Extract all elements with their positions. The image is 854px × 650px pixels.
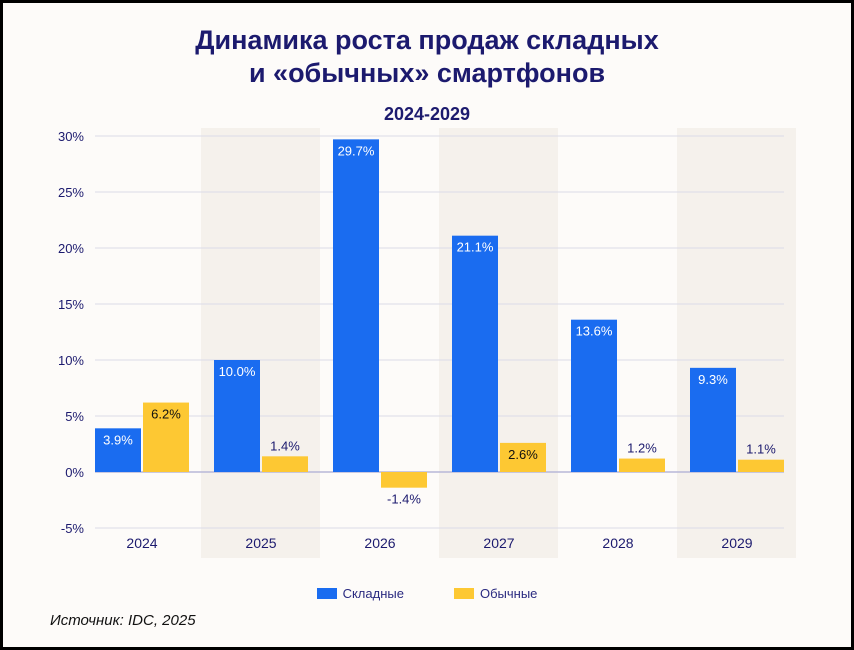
y-tick-label: 20%: [58, 241, 84, 256]
y-tick-label: 25%: [58, 185, 84, 200]
data-label: 6.2%: [151, 407, 181, 422]
y-tick-label: -5%: [61, 521, 85, 536]
bar-regular: [262, 456, 308, 472]
data-label: 1.1%: [746, 442, 776, 457]
data-label: 29.7%: [338, 143, 375, 158]
bar-foldable: [95, 428, 141, 472]
title-line-2: и «обычных» смартфонов: [248, 58, 606, 88]
data-label: 21.1%: [457, 240, 494, 255]
data-label: 1.2%: [627, 441, 657, 456]
data-label: 2.6%: [508, 447, 538, 462]
column-band: [201, 128, 320, 558]
legend-item-regular: Обычные: [453, 586, 538, 601]
y-tick-label: 30%: [58, 129, 84, 144]
y-tick-label: 10%: [58, 353, 84, 368]
bar-foldable: [690, 367, 736, 472]
y-tick-label: 15%: [58, 297, 84, 312]
bar-regular: [619, 458, 665, 472]
chart-subtitle: 2024-2029: [383, 104, 471, 124]
bar-regular: [381, 472, 427, 488]
title-line-1: Динамика роста продаж складных: [195, 25, 659, 55]
bar-foldable: [452, 235, 498, 472]
x-tick-label: 2024: [126, 535, 157, 551]
legend-item-foldable: Складные: [316, 586, 404, 601]
bar-regular: [738, 459, 784, 472]
x-tick-label: 2025: [245, 535, 276, 551]
x-tick-label: 2026: [364, 535, 395, 551]
bar-foldable: [214, 360, 260, 472]
x-tick-label: 2027: [483, 535, 514, 551]
legend: Складные Обычные: [0, 586, 854, 601]
bar-regular: [500, 442, 546, 472]
legend-swatch-foldable: [316, 588, 337, 599]
source-note: Источник: IDC, 2025: [50, 612, 196, 629]
x-tick-label: 2028: [602, 535, 633, 551]
data-label: 9.3%: [698, 372, 728, 387]
bar-foldable: [333, 139, 379, 473]
legend-label-regular: Обычные: [479, 586, 538, 601]
legend-swatch-regular: [453, 588, 474, 599]
data-label: -1.4%: [387, 492, 421, 507]
data-label: 13.6%: [576, 324, 613, 339]
x-tick-label: 2029: [721, 535, 752, 551]
column-band: [677, 128, 796, 558]
y-tick-label: 5%: [65, 409, 84, 424]
y-tick-label: 0%: [65, 465, 84, 480]
data-label: 10.0%: [219, 364, 256, 379]
chart-title: Динамика роста продаж складных и «обычны…: [0, 24, 854, 90]
data-label: 3.9%: [103, 432, 133, 447]
legend-label-foldable: Складные: [342, 586, 404, 601]
bar-foldable: [571, 319, 617, 472]
data-label: 1.4%: [270, 438, 300, 453]
bar-regular: [143, 402, 189, 472]
